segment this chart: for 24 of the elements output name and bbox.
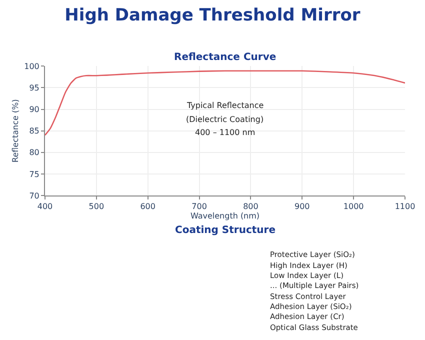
chart-subtitle: Reflectance Curve [174,52,276,63]
chart-title: High Damage Threshold Mirror [64,5,361,26]
y-tick-label: 75 [29,170,40,179]
line-series [45,70,405,136]
y-axis-title: Reflectance (%) [10,99,20,162]
x-tick-label: 1000 [343,202,364,212]
annotation: Typical Reflectance [186,101,264,110]
y-tick-label: 70 [29,191,40,200]
text: Coating Structure [175,225,276,236]
annotation: 400 – 1100 nm [195,128,256,137]
x-tick-label: 800 [243,202,258,212]
y-tick-label: 80 [29,148,40,158]
x-tick-label: 700 [192,202,207,212]
y-tick-label: 100 [24,62,40,71]
x-tick-label: 500 [88,202,104,212]
y-tick-label: 85 [29,126,40,136]
x-tick-label: 600 [140,202,156,212]
y-tick-label: 95 [29,83,40,92]
x-tick-label: 400 [37,202,53,212]
annotation: (Dielectric Coating) [186,115,264,124]
y-tick-label: 90 [29,105,40,114]
x-axis-title: Wavelength (nm) [190,211,260,220]
x-tick-label: 900 [294,202,310,212]
x-tick-label: 1100 [394,202,416,212]
